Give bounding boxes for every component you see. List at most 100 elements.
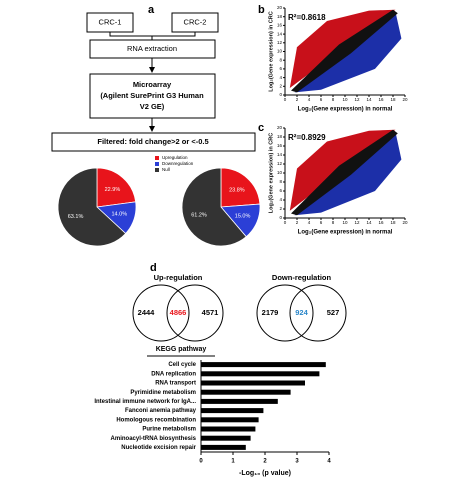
category-label: Purine metabolism (142, 427, 196, 433)
legend-label: Upregulation (162, 155, 188, 160)
venn-count: 4866 (170, 308, 187, 317)
slice-label: 23.8% (229, 187, 245, 193)
x-tick-label: 3 (295, 459, 299, 465)
panel-label: c (258, 122, 264, 134)
x-tick-label: 0 (199, 459, 203, 465)
legend-swatch (155, 162, 159, 166)
pie-slice (96, 167, 137, 208)
venn-title: Up-regulation (154, 273, 203, 282)
category-label: Pyrimidine metabolism (130, 390, 196, 396)
annotation: R²=0.8618 (288, 13, 326, 22)
point-cloud-null (291, 129, 398, 216)
x-tick-label: 14 (366, 97, 372, 102)
y-tick-label: 0 (279, 92, 282, 97)
pie-slice (181, 167, 247, 247)
category-label: Fanconi anemia pathway (125, 408, 197, 414)
flow-box (51, 132, 256, 152)
pie-slice (57, 167, 127, 247)
y-tick-label: 10 (277, 49, 283, 54)
category-label: Aminoacyl-tRNA biosynthesis (111, 436, 197, 442)
y-tick-label: 2 (279, 83, 282, 88)
y-tick-label: 10 (277, 170, 283, 175)
y-tick-label: 0 (279, 215, 282, 220)
y-tick-label: 12 (277, 161, 283, 166)
x-tick-label: 1 (231, 459, 235, 465)
chart-title: KEGG pathway (156, 346, 207, 353)
x-tick-label: 10 (342, 220, 348, 225)
y-tick-label: 14 (277, 152, 283, 157)
y-tick-label: 8 (279, 179, 282, 184)
category-label: DNA replication (151, 371, 196, 377)
y-tick-label: 6 (279, 66, 282, 71)
x-tick-label: 4 (308, 97, 311, 102)
y-tick-label: 16 (277, 143, 283, 148)
x-tick-label: 14 (366, 220, 372, 225)
x-tick-label: 4 (327, 459, 331, 465)
flow-label: Filtered: fold change>2 or <-0.5 (97, 137, 208, 146)
bar (201, 362, 326, 368)
bar (201, 408, 264, 414)
bar (201, 417, 259, 423)
bar (201, 389, 291, 395)
flow-label: V2 GE) (140, 102, 165, 111)
flow-label: Microarray (133, 80, 172, 89)
venn-count: 2179 (262, 308, 279, 317)
y-tick-label: 14 (277, 31, 283, 36)
legend-swatch (155, 168, 159, 172)
x-axis-label: Log₂(Gene expression) in normal (298, 107, 393, 113)
x-axis-label: -Log₁₀ (p value) (239, 470, 291, 477)
x-tick-label: 20 (402, 97, 408, 102)
y-tick-label: 4 (279, 197, 282, 202)
x-tick-label: 16 (378, 97, 384, 102)
venn-title: Down-regulation (272, 273, 332, 282)
y-tick-label: 4 (279, 75, 282, 80)
bar (201, 398, 278, 404)
y-tick-label: 20 (277, 125, 283, 130)
y-tick-label: 18 (277, 134, 283, 139)
x-axis-label: Log₂(Gene expression) in normal (298, 230, 393, 236)
legend-swatch (155, 156, 159, 160)
x-tick-label: 0 (284, 97, 287, 102)
annotation: R²=0.8929 (288, 133, 326, 142)
flow-label: (Agilent SurePrint G3 Human (100, 91, 204, 100)
x-tick-label: 6 (320, 97, 323, 102)
x-tick-label: 18 (390, 220, 396, 225)
bar (201, 371, 320, 377)
y-tick-label: 16 (277, 23, 283, 28)
flow-label: RNA extraction (127, 44, 177, 53)
x-tick-label: 4 (308, 220, 311, 225)
y-tick-label: 12 (277, 40, 283, 45)
slice-label: 61.2% (191, 213, 207, 219)
legend-label: Null (162, 167, 170, 172)
x-tick-label: 2 (296, 220, 299, 225)
flow-label: CRC-1 (99, 17, 122, 26)
venn-circle (289, 284, 347, 342)
x-tick-label: 12 (354, 220, 360, 225)
category-label: RNA transport (155, 381, 196, 387)
venn-circle (166, 284, 224, 342)
category-label: Nucleotide excision repair (121, 445, 196, 451)
bar (201, 380, 305, 386)
bar (201, 426, 256, 432)
y-tick-label: 6 (279, 188, 282, 193)
x-tick-label: 10 (342, 97, 348, 102)
y-tick-label: 18 (277, 14, 283, 19)
x-tick-label: 0 (284, 220, 287, 225)
point-cloud-null (291, 9, 398, 93)
x-tick-label: 2 (263, 459, 267, 465)
category-label: Homologous recombination (116, 417, 196, 423)
slice-label: 14.0% (111, 212, 127, 218)
bar (201, 435, 251, 441)
y-axis-label: Log₂(Gene expression) in CRC (268, 11, 274, 91)
x-tick-label: 8 (332, 220, 335, 225)
x-tick-label: 18 (390, 97, 396, 102)
y-axis-label: Log₂(Gene expression) in CRC (268, 133, 274, 213)
connector (109, 32, 196, 40)
panel-label: b (258, 4, 265, 16)
x-tick-label: 2 (296, 97, 299, 102)
flow-label: CRC-2 (184, 17, 207, 26)
venn-circle (256, 284, 314, 342)
x-tick-label: 20 (402, 220, 408, 225)
slice-label: 63.1% (68, 214, 84, 220)
venn-count: 4571 (202, 308, 219, 317)
